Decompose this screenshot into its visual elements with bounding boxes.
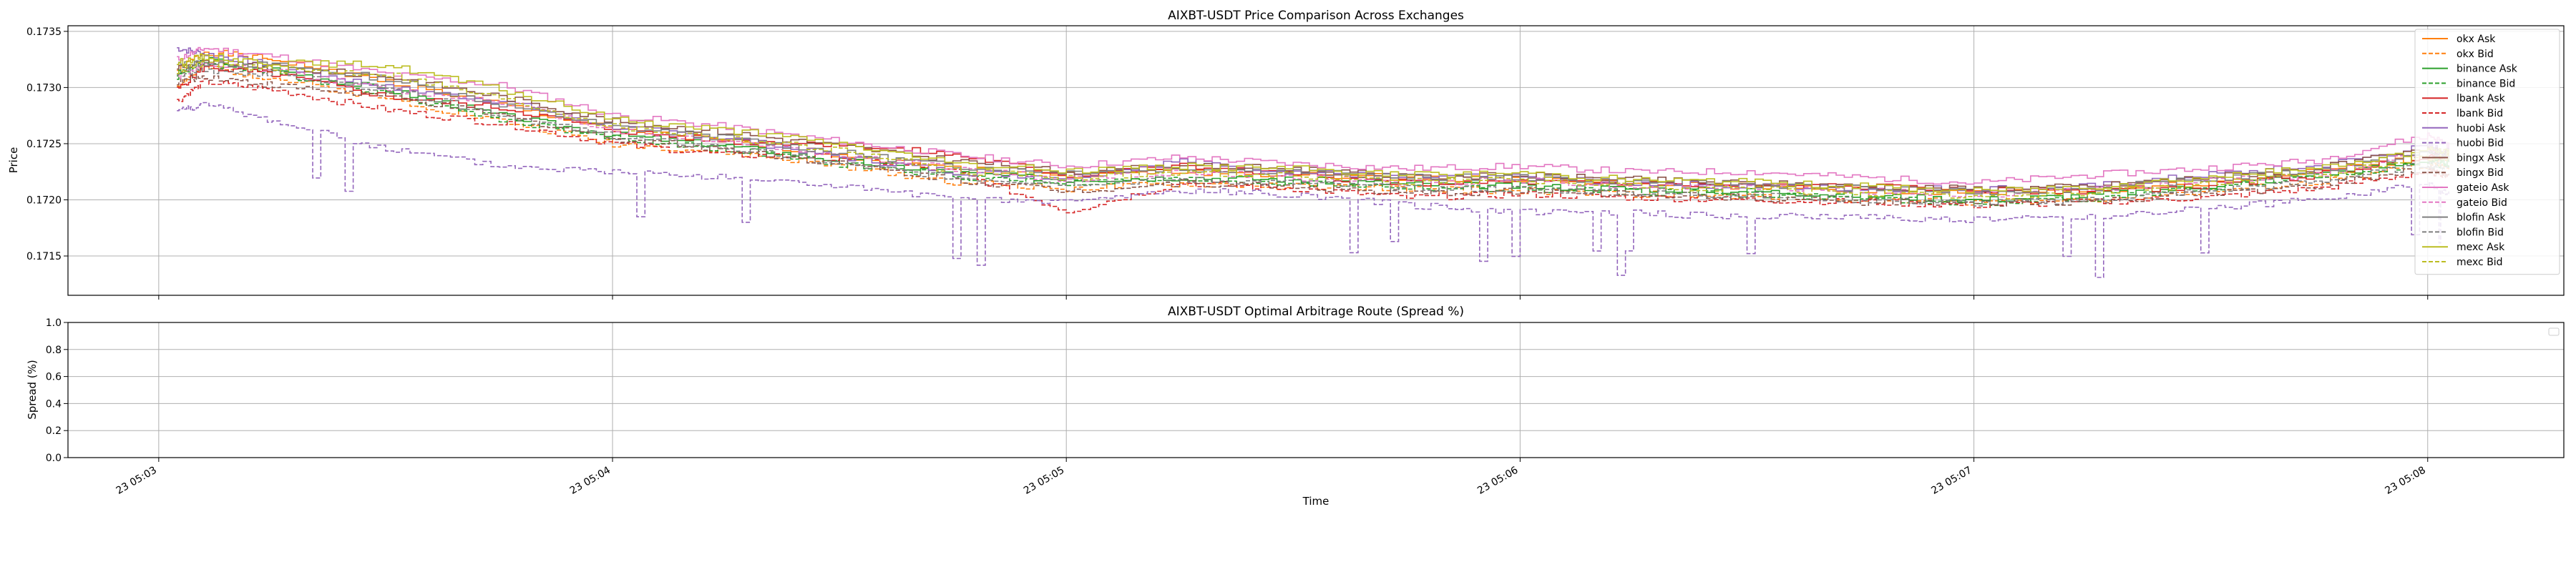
series-line-gateio-ask	[177, 46, 2449, 185]
spread-x-ticks: 23 05:03 23 05:04 23 05:05 23 05:06 23 05:07…	[114, 458, 2429, 497]
spread-x-tick-label: 23 05:08	[2384, 465, 2428, 497]
legend-entry: huobi Ask	[2457, 123, 2506, 134]
spread-plot-frame	[67, 322, 2565, 458]
series-line-gateio-bid	[177, 61, 2449, 198]
spread-y-tick-label: 0.8	[46, 345, 62, 356]
legend-entry: blofin Ask	[2457, 212, 2506, 224]
price-chart-panel: AIXBT-USDT Price Comparison Across Excha…	[7, 9, 2565, 300]
legend-entry: bingx Ask	[2457, 152, 2506, 164]
spread-y-ticks: 0.0 0.2 0.4 0.6 0.8 1.0	[46, 317, 68, 464]
spread-x-axis-label: Time	[1302, 495, 1330, 508]
legend-entry: binance Bid	[2457, 78, 2515, 89]
spread-y-tick-label: 0.2	[46, 425, 62, 437]
legend-entry: lbank Bid	[2457, 108, 2503, 119]
series-line-mexc-bid	[177, 59, 2449, 200]
series-line-blofin-ask	[177, 59, 2449, 195]
legend-entry: gateio Bid	[2457, 197, 2507, 209]
price-series-lines	[177, 46, 2449, 278]
spread-y-axis-label: Spread (%)	[26, 360, 39, 420]
spread-legend-box	[2548, 327, 2560, 336]
legend-box	[2414, 29, 2560, 275]
spread-y-tick-label: 0.4	[46, 398, 62, 410]
spread-chart-panel: AIXBT-USDT Optimal Arbitrage Route (Spre…	[26, 305, 2565, 508]
price-y-axis-label: Price	[7, 147, 20, 174]
spread-x-tick-label: 23 05:03	[114, 465, 159, 497]
series-line-binance-bid	[177, 62, 2449, 207]
series-line-blofin-bid	[177, 68, 2449, 207]
price-legend: okx Ask okx Bid binance Ask binance Bid lban…	[2414, 29, 2560, 275]
legend-entry: mexc Ask	[2457, 242, 2505, 253]
spread-y-tick-label: 0.6	[46, 372, 62, 383]
legend-entry: binance Ask	[2457, 64, 2518, 75]
legend-entry: okx Ask	[2457, 34, 2496, 45]
series-line-binance-ask	[177, 56, 2449, 203]
spread-x-tick-label: 23 05:06	[1475, 465, 1520, 497]
price-y-tick-label: 0.1735	[26, 26, 62, 38]
price-y-tick-label: 0.1720	[26, 194, 62, 206]
series-line-mexc-ask	[177, 53, 2449, 194]
series-line-okx-bid	[177, 64, 2449, 206]
spread-y-grid	[68, 322, 2564, 458]
legend-entry: mexc Bid	[2457, 257, 2503, 268]
legend-entry: blofin Bid	[2457, 227, 2504, 238]
price-y-tick-label: 0.1715	[26, 251, 62, 262]
legend-entry: okx Bid	[2457, 49, 2494, 60]
spread-y-tick-label: 0.0	[46, 453, 62, 464]
series-line-lbank-ask	[177, 65, 2449, 195]
legend-entry: lbank Ask	[2457, 93, 2506, 104]
spread-x-tick-label: 23 05:05	[1022, 465, 1066, 497]
spread-x-tick-label: 23 05:07	[1929, 465, 1974, 497]
price-y-tick-label: 0.1725	[26, 139, 62, 150]
spread-y-tick-label: 1.0	[46, 317, 62, 329]
spread-x-grid	[158, 322, 2429, 458]
price-y-tick-label: 0.1730	[26, 82, 62, 94]
series-line-lbank-bid	[177, 78, 2449, 214]
legend-entry: huobi Bid	[2457, 138, 2504, 149]
legend-entry: bingx Bid	[2457, 167, 2504, 179]
price-y-ticks: 0.1715 0.1720 0.1725 0.1730 0.1735	[26, 26, 68, 262]
series-line-bingx-bid	[177, 75, 2449, 207]
price-chart-title: AIXBT-USDT Price Comparison Across Excha…	[1168, 9, 1464, 23]
spread-chart-title: AIXBT-USDT Optimal Arbitrage Route (Spre…	[1168, 305, 1464, 319]
legend-entry: gateio Ask	[2457, 182, 2509, 194]
spread-x-tick-label: 23 05:04	[568, 465, 613, 497]
price-y-grid	[68, 31, 2564, 257]
series-line-huobi-bid	[177, 102, 2449, 278]
price-plot-frame	[67, 25, 2565, 296]
